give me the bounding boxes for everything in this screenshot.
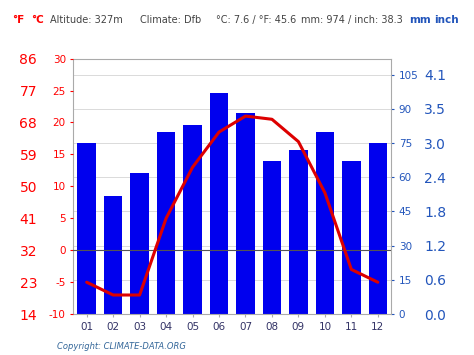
Text: Climate: Dfb: Climate: Dfb xyxy=(140,15,201,24)
Bar xyxy=(77,143,96,314)
Bar xyxy=(289,150,308,314)
Text: mm: 974 / inch: 38.3: mm: 974 / inch: 38.3 xyxy=(301,15,403,24)
Bar xyxy=(157,132,175,314)
Text: °C: 7.6 / °F: 45.6: °C: 7.6 / °F: 45.6 xyxy=(216,15,296,24)
Bar xyxy=(316,132,334,314)
Bar xyxy=(210,93,228,314)
Bar xyxy=(236,113,255,314)
Text: mm: mm xyxy=(409,15,431,24)
Text: °F: °F xyxy=(12,15,24,24)
Text: inch: inch xyxy=(434,15,458,24)
Text: °C: °C xyxy=(31,15,44,24)
Text: Altitude: 327m: Altitude: 327m xyxy=(50,15,122,24)
Text: Copyright: CLIMATE-DATA.ORG: Copyright: CLIMATE-DATA.ORG xyxy=(57,342,186,351)
Bar xyxy=(104,196,122,314)
Bar xyxy=(369,143,387,314)
Bar xyxy=(183,125,202,314)
Bar xyxy=(263,161,281,314)
Bar xyxy=(342,161,361,314)
Bar xyxy=(130,173,149,314)
